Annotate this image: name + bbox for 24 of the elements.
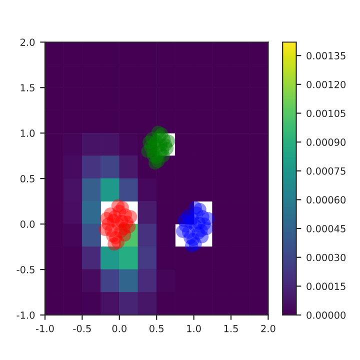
color-bar-label: 0.00045 [306, 225, 346, 232]
color-bar-label: 0.00135 [306, 52, 346, 60]
color-bar-label: 0.00030 [306, 254, 346, 262]
x-tick-label: -0.5 [73, 324, 91, 332]
color-bar-label: 0.00105 [306, 110, 346, 118]
color-bar-label: 0.00060 [306, 196, 346, 204]
y-tick-label: 2.0 [20, 38, 35, 46]
x-tick-label: 0.5 [150, 324, 164, 332]
color-bar-label: 0.00120 [306, 80, 346, 88]
y-tick-label: 1.5 [20, 84, 34, 92]
x-tick-label: 1.0 [187, 324, 201, 332]
y-tick-label: -1.0 [16, 311, 35, 319]
y-tick-label: 1.0 [20, 130, 35, 137]
y-tick-label: -0.5 [16, 266, 34, 274]
color-bar-label: 0.00000 [306, 311, 346, 319]
x-tick-label: 1.5 [224, 325, 238, 332]
y-tick-label: 0.0 [20, 220, 35, 228]
color-bar-label: 0.00075 [306, 167, 346, 175]
y-tick-label: 0.5 [20, 175, 34, 182]
x-tick-label: 2.0 [261, 324, 276, 332]
color-bar-label: 0.00015 [306, 282, 346, 290]
x-tick-label: 0.0 [112, 324, 126, 332]
color-bar-label: 0.00090 [306, 138, 346, 146]
x-tick-label: -1.0 [36, 324, 54, 332]
